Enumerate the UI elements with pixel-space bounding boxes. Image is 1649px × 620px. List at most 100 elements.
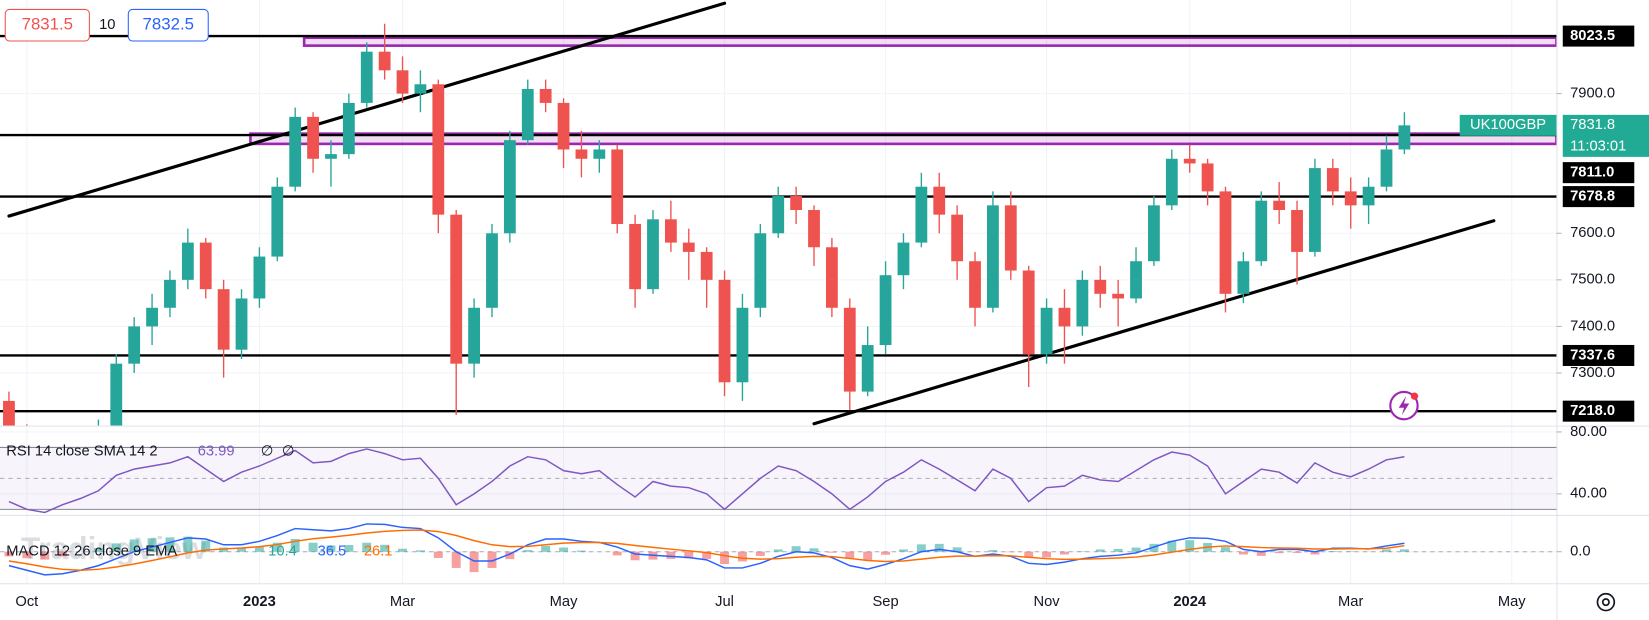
macd-hist-bar — [1238, 551, 1248, 555]
last-price-box — [1562, 114, 1649, 157]
settings-icon[interactable] — [1596, 592, 1616, 612]
candle-body — [897, 242, 910, 276]
macd-hist-bar — [415, 550, 425, 552]
candle-body — [1273, 200, 1286, 211]
macd-hist-bar — [1113, 548, 1123, 552]
macd-hist-bar — [809, 548, 819, 552]
macd-value: 36.5 — [318, 544, 347, 560]
ask-price: 7832.5 — [143, 15, 194, 34]
candle-body — [1309, 168, 1321, 252]
candle-body — [682, 242, 695, 252]
macd-hist-bar — [1167, 540, 1177, 552]
macd-hist-bar — [1382, 549, 1391, 552]
macd-hist-bar — [1274, 551, 1284, 554]
candle-body — [396, 70, 409, 94]
macd-hist-bar — [791, 546, 801, 552]
candle-body — [825, 247, 838, 308]
macd-hist-bar — [827, 551, 837, 553]
macd-hist-bar — [1042, 551, 1052, 558]
macd-hist-bar — [863, 551, 873, 561]
alert-icon[interactable] — [1389, 390, 1419, 421]
candle-body — [611, 149, 624, 224]
macd-hist-bar — [576, 550, 586, 552]
candle-body — [951, 214, 964, 262]
rsi-sma-value: ∅ — [261, 444, 274, 460]
rsi-sma-value: ∅ — [282, 444, 295, 460]
candle-body — [432, 84, 445, 215]
candle-body — [199, 242, 212, 290]
level-label: 7337.6 — [1570, 347, 1615, 363]
signal-value: 26.1 — [364, 544, 393, 560]
x-tick-label: Sep — [872, 594, 898, 610]
candle-body — [1148, 205, 1160, 262]
candle-body — [790, 196, 803, 211]
y-tick-label: 80.00 — [1570, 424, 1607, 440]
zone — [249, 132, 1557, 146]
symbol-label-box — [1459, 114, 1557, 136]
level-label: 7218.0 — [1570, 403, 1615, 419]
macd-hist-bar — [469, 551, 479, 573]
macd-hist-bar — [451, 551, 461, 568]
spread: 10 — [99, 17, 115, 33]
candle-body — [575, 149, 588, 159]
ask-box[interactable] — [127, 8, 209, 42]
y-tick-label: 7900.0 — [1570, 85, 1615, 101]
candle-body — [1094, 279, 1107, 294]
macd-hist-bar — [559, 547, 569, 552]
x-tick-label: Mar — [1338, 594, 1363, 610]
macd-hist-bar — [612, 551, 622, 556]
candle-body — [1130, 261, 1142, 299]
candle-body — [128, 326, 141, 364]
level-label-box — [1562, 162, 1635, 184]
macd-hist-bar — [541, 545, 551, 552]
level-label-box — [1562, 186, 1635, 208]
level-label-box — [1562, 25, 1635, 47]
x-tick-label: Jul — [715, 594, 734, 610]
candle-body — [146, 307, 158, 327]
macd-hist-bar — [952, 547, 962, 552]
candle-body — [235, 298, 248, 350]
candle-body — [450, 214, 463, 364]
macd-title: MACD 12 26 close 9 EMA — [6, 544, 177, 560]
macd-hist-bar — [916, 544, 926, 552]
candle-body — [915, 186, 928, 243]
candle-body — [307, 116, 319, 159]
bid-box[interactable] — [4, 8, 90, 42]
rsi-line — [8, 448, 1405, 514]
macd-hist-bar — [254, 546, 264, 552]
candle-body — [1004, 205, 1017, 271]
level-label: 8023.5 — [1570, 28, 1615, 44]
candle-body — [110, 363, 123, 426]
macd-hist-bar — [881, 551, 891, 555]
macd-hist-bar — [398, 548, 408, 552]
macd-hist-bar — [272, 542, 282, 552]
candle-body — [360, 51, 373, 103]
macd-hist-bar — [237, 548, 246, 552]
candle-body — [1291, 210, 1303, 252]
candle-body — [1362, 186, 1375, 206]
level-label: 7678.8 — [1570, 188, 1615, 204]
macd-hist-bar — [934, 543, 944, 552]
x-tick-label: 2024 — [1173, 594, 1207, 610]
candle-body — [843, 307, 856, 392]
macd-hist-bar — [58, 551, 68, 557]
macd-hist-bar — [40, 551, 50, 560]
candle-body — [1380, 149, 1393, 187]
candle-body — [736, 307, 749, 383]
candle-body — [325, 154, 337, 159]
macd-hist-bar — [111, 543, 121, 552]
candle-body — [253, 256, 266, 299]
macd-hist-bar — [290, 538, 300, 552]
candle-body — [629, 223, 642, 290]
x-tick-label: May — [550, 594, 578, 610]
candle-body — [861, 345, 874, 392]
macd-hist-bar — [1292, 551, 1302, 553]
candle-body — [754, 233, 767, 308]
macd-hist-bar — [147, 538, 157, 552]
y-tick-label: 7500.0 — [1570, 272, 1615, 288]
x-tick-label: May — [1498, 594, 1526, 610]
rsi-value: 63.99 — [198, 444, 235, 460]
y-tick-label: 40.00 — [1570, 486, 1607, 502]
macd-hist-bar — [433, 551, 443, 558]
